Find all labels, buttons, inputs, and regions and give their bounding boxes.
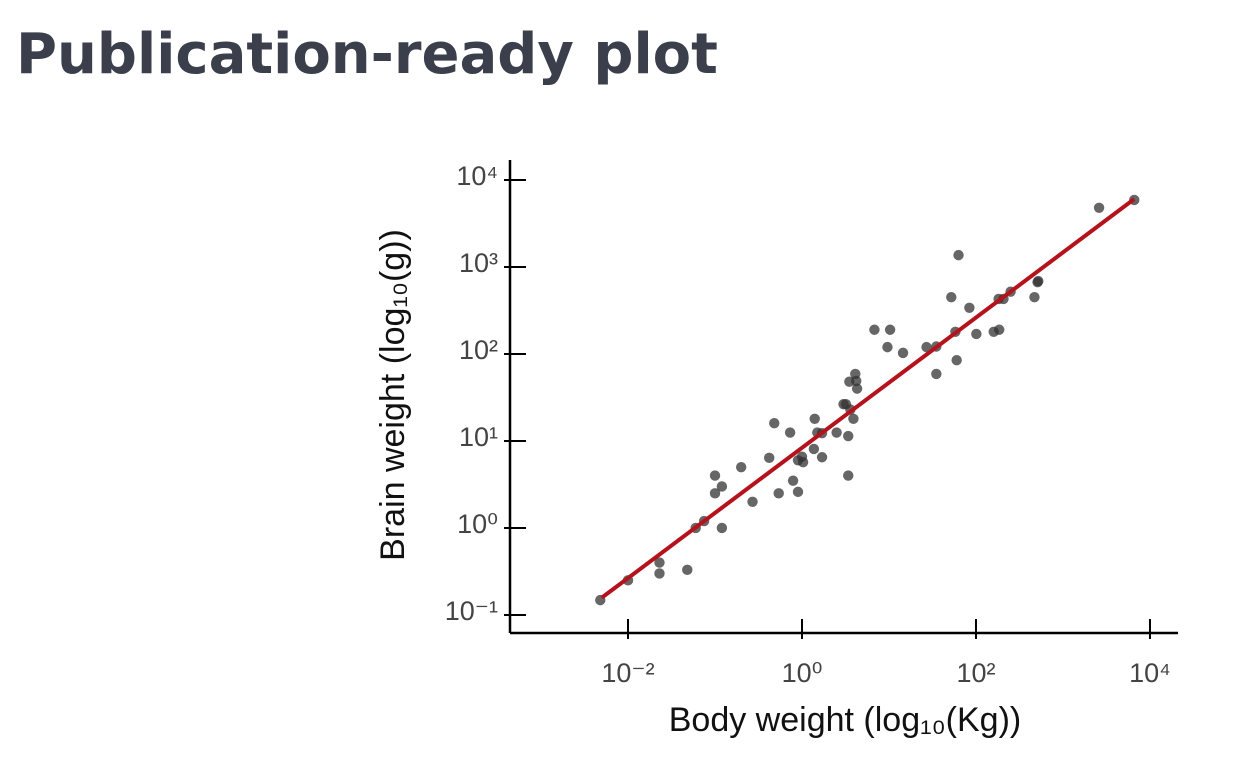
data-point	[654, 557, 665, 568]
data-point	[796, 451, 808, 462]
data-point	[843, 430, 854, 442]
x-tick-label: 10²	[956, 658, 995, 688]
data-point	[1093, 202, 1105, 213]
y-tick-label: 10¹	[459, 422, 498, 452]
data-point	[951, 354, 962, 366]
data-point	[716, 522, 728, 534]
data-point	[884, 324, 896, 335]
data-point	[682, 564, 693, 576]
data-point	[787, 475, 799, 486]
data-point	[809, 413, 820, 424]
data-point	[931, 368, 942, 380]
x-tick-label: 10⁰	[782, 658, 823, 688]
data-point	[851, 375, 862, 387]
data-point	[784, 427, 796, 438]
data-point	[869, 324, 880, 335]
data-point	[1029, 291, 1040, 303]
x-tick-label: 10⁻²	[601, 658, 654, 688]
data-point	[921, 341, 932, 353]
data-point	[773, 488, 784, 499]
y-tick-label: 10⁴	[456, 161, 498, 191]
data-point	[953, 249, 964, 261]
data-point	[764, 452, 775, 464]
data-point	[971, 328, 982, 340]
data-point	[792, 486, 804, 498]
data-point	[946, 291, 957, 303]
y-tick-label: 10³	[459, 248, 498, 278]
x-axis-label: Body weight (log₁₀(Kg))	[669, 701, 1022, 739]
data-point	[831, 427, 842, 438]
x-tick-label: 10⁴	[1129, 658, 1171, 688]
data-point	[816, 452, 828, 463]
data-point	[994, 324, 1005, 335]
data-point	[843, 470, 854, 481]
data-point	[897, 347, 909, 359]
data-point	[964, 302, 975, 313]
y-tick-label: 10⁻¹	[445, 596, 498, 626]
data-point	[709, 470, 721, 481]
data-point	[709, 488, 721, 499]
data-point	[735, 461, 747, 473]
data-point	[769, 418, 780, 429]
data-point	[1033, 275, 1044, 287]
data-point	[882, 341, 893, 353]
y-tick-label: 10²	[459, 335, 498, 365]
data-point	[747, 496, 758, 507]
y-axis-label: Brain weight (log₁₀(g))	[374, 229, 412, 561]
fit-line	[600, 197, 1136, 600]
data-point	[654, 568, 665, 579]
data-point	[848, 413, 859, 424]
y-tick-label: 10⁰	[457, 509, 498, 539]
chart-title: Publication-ready plot	[16, 22, 718, 87]
data-point	[851, 383, 863, 394]
data-point	[808, 443, 820, 455]
data-point	[716, 481, 728, 492]
